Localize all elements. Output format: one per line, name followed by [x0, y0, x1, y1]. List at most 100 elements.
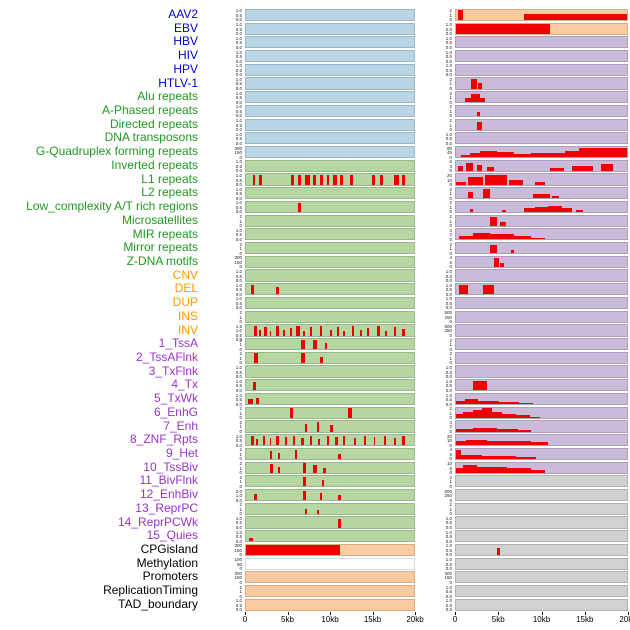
x-tick-label: 15kb [576, 615, 594, 625]
y-tick-label: 300 [234, 255, 242, 261]
left-axis-ticks: 300 150 0 [203, 145, 245, 159]
y-tick-label: 2 [239, 310, 242, 316]
y-tick-label: 0.0 [235, 538, 242, 544]
y-tick-label: 0.5 [445, 300, 452, 306]
signal-bar [464, 399, 479, 405]
track-row: G-Quadruplex forming repeats 300 150 0 90 45 0 [0, 145, 630, 159]
signal-bar [551, 196, 559, 199]
y-tick-label: 0.0 [235, 85, 242, 91]
left-track-panel [245, 132, 415, 145]
signal-bar [490, 244, 498, 254]
y-tick-label: 0.0 [235, 387, 242, 393]
track-label: 7_Enh [163, 419, 198, 433]
column-gap [415, 77, 433, 91]
signal-bar [249, 537, 253, 542]
y-tick-label: 0 [239, 456, 242, 462]
left-axis-ticks: 2.0 1.0 0.0 [203, 488, 245, 502]
y-tick-label: 0.0 [235, 291, 242, 297]
right-track-panel [455, 228, 628, 241]
column-gap [415, 598, 433, 612]
y-tick-label: 0.5 [235, 95, 242, 101]
track-label: 9_Het [165, 447, 198, 460]
signal-bar [353, 438, 357, 446]
signal-bar [309, 327, 313, 336]
left-track-panel [245, 242, 415, 255]
y-tick-label: 0.0 [445, 72, 452, 78]
track-row: L2 repeats 1.0 0.5 0.0 2 1 0 [0, 186, 630, 200]
right-track-panel [455, 406, 628, 419]
y-tick-label: 10 [446, 461, 452, 467]
left-track-panel [245, 173, 415, 186]
track-row: Promoters 300 150 0 300 150 0 [0, 570, 630, 584]
x-tick-mark [245, 611, 246, 615]
signal-bar [485, 174, 508, 185]
left-axis-ticks: 1.0 0.5 0.0 [203, 8, 245, 22]
right-axis-ticks: 1.0 0.5 0.0 [433, 49, 455, 63]
right-track-panel [455, 338, 628, 351]
signal-bar [277, 452, 281, 459]
y-tick-label: 2 [449, 8, 452, 14]
track-label: G-Quadruplex forming repeats [35, 145, 198, 159]
track-row: CPGisland 300 150 0 1.0 0.5 0.0 [0, 543, 630, 557]
column-gap [415, 378, 433, 392]
signal-bar [326, 175, 330, 185]
y-tick-label: 0.5 [445, 561, 452, 567]
y-tick-label: 0 [449, 195, 452, 201]
x-tick-mark [541, 611, 543, 615]
signal-bar [313, 175, 316, 185]
track-row: Methylation 100 50 0 1.0 0.5 0.0 [0, 557, 630, 571]
y-tick-label: 1.0 [445, 282, 452, 288]
signal-bar [498, 401, 520, 405]
right-axis-ticks: 500 250 0 [433, 324, 455, 337]
y-tick-label: 1 [239, 465, 242, 471]
right-track-panel [455, 269, 628, 282]
signal-bar [363, 435, 367, 446]
right-track-panel [455, 420, 628, 433]
right-track-panel [455, 77, 628, 90]
track-label: 3_TxFlnk [148, 364, 198, 378]
track-label: TAD_boundary [118, 597, 198, 611]
signal-bar [298, 174, 302, 185]
signal-bar [294, 449, 298, 459]
signal-bar [479, 150, 498, 158]
signal-bar [476, 112, 480, 116]
right-axis-ticks: 1.0 0.5 0.0 [433, 392, 455, 406]
y-tick-label: 150 [234, 575, 242, 581]
track-row: 15_Quies 1.0 0.5 0.0 1.0 0.5 0.0 [0, 529, 630, 543]
left-axis-ticks: 1.0 0.5 0.0 [203, 392, 245, 406]
track-row: Inverted repeats 1.0 0.5 0.0 6 3 0 [0, 159, 630, 173]
track-row: Low_complexity A/T rich regions 1.0 0.5 0.0… [0, 200, 630, 214]
y-tick-label: 1.0 [445, 392, 452, 398]
signal-bar [491, 411, 503, 418]
signal-bar [532, 194, 551, 199]
y-tick-label: 1.0 [445, 543, 452, 549]
y-tick-label: 0.0 [235, 72, 242, 78]
right-axis-ticks: 1.0 0.5 0.0 [433, 22, 455, 36]
left-track-panel [245, 228, 415, 241]
y-tick-label: 1 [239, 589, 242, 595]
y-tick-label: 0.0 [235, 374, 242, 380]
signal-bar [324, 343, 328, 350]
signal-bar [259, 175, 262, 185]
y-tick-label: 2 [449, 118, 452, 124]
y-tick-label: 1.5 [235, 323, 242, 329]
right-track-panel [455, 379, 628, 392]
signal-bar [476, 121, 482, 130]
y-tick-label: 0.0 [445, 387, 452, 393]
signal-bar [461, 154, 470, 158]
signal-bar [323, 467, 326, 473]
left-track-panel [245, 516, 415, 529]
x-tick-label: 5kb [281, 615, 294, 625]
y-tick-label: 0.0 [235, 44, 242, 50]
y-tick-label: 0.5 [445, 26, 452, 32]
right-axis-ticks: 20 10 0 [433, 433, 455, 447]
signal-bar [531, 469, 545, 473]
right-track-panel [455, 598, 628, 611]
y-tick-label: 0.5 [445, 273, 452, 279]
signal-bar [457, 10, 463, 20]
y-tick-label: 0.0 [235, 113, 242, 119]
y-tick-label: 150 [444, 575, 452, 581]
